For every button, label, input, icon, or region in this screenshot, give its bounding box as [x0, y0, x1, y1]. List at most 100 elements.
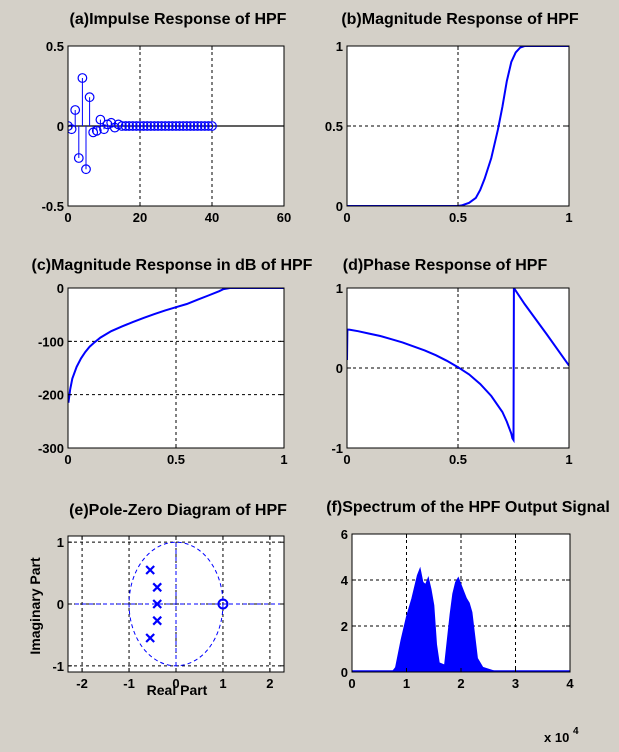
panel-f-ytick-label-1: 2 — [341, 619, 348, 634]
panel-a-stem-marker-18 — [127, 121, 138, 131]
panel-e-ytick-label-0: -1 — [52, 659, 64, 674]
panel-b-ytick-label-1: 0.5 — [325, 119, 343, 134]
panel-a-stem-marker-17 — [124, 121, 135, 131]
panel-f: (f)Spectrum of the HPF Output Signal x 1… — [326, 499, 610, 745]
panel-c-xtick-label-0: 0 — [64, 452, 71, 467]
panel-a-stem-marker-8 — [91, 125, 102, 136]
panel-f-exponent-base: x 10 — [544, 730, 569, 745]
panel-a-xtick-label-0: 0 — [64, 210, 71, 225]
panel-d-xtick-label-1: 0.5 — [449, 452, 467, 467]
panel-a-stem-marker-28 — [163, 121, 174, 131]
panel-f-title: (f)Spectrum of the HPF Output Signal — [326, 499, 610, 516]
panel-a-stem-marker-40 — [207, 121, 217, 131]
panel-c-ytick-label-2: -100 — [38, 334, 64, 349]
panel-a-stem-marker-3 — [73, 153, 84, 163]
panel-b-series-line — [347, 46, 569, 206]
panel-a-stem-marker-15 — [117, 121, 127, 131]
panel-c-ytick-label-1: -200 — [38, 388, 64, 403]
panel-a-stem-marker-20 — [135, 121, 145, 131]
panel-a-ytick-label-0: -0.5 — [42, 199, 64, 214]
panel-c-xtick-label-2: 1 — [280, 452, 287, 467]
panel-f-spectrum-area — [352, 566, 570, 672]
panel-a-stem-marker-1 — [68, 124, 77, 135]
panel-a-stem-marker-29 — [167, 121, 178, 131]
panel-f-exponent-label: x 10 4 — [544, 726, 579, 745]
panel-f-xtick-label-0: 0 — [348, 676, 355, 691]
panel-a: (a)Impulse Response of HPF 0 20 40 60-0.500… — [42, 11, 292, 225]
panel-e-plot — [68, 536, 284, 672]
panel-f-ytick-label-2: 4 — [341, 573, 349, 588]
panel-b-xtick-label-1: 0.5 — [449, 210, 467, 225]
panel-e-xtick-label-1: -1 — [123, 676, 135, 691]
panel-d: (d)Phase Response of HPF 0 0.5 1-101 — [331, 257, 572, 467]
panel-a-stem-marker-22 — [142, 121, 153, 131]
panel-d-ytick-label-2: 1 — [336, 281, 343, 296]
panel-a-stem-marker-21 — [138, 121, 149, 131]
panel-b-ytick-label-2: 1 — [336, 39, 343, 54]
panel-a-stem-marker-38 — [199, 121, 210, 131]
panel-a-stem-marker-25 — [153, 121, 163, 131]
panel-f-ytick-label-3: 6 — [341, 527, 348, 542]
panel-a-ytick-label-2: 0.5 — [46, 39, 64, 54]
panel-f-xtick-label-1: 1 — [403, 676, 410, 691]
panel-e-ytick-label-2: 1 — [57, 535, 64, 550]
panel-e-xtick-label-2: 0 — [172, 676, 179, 691]
panel-b-xtick-label-2: 1 — [565, 210, 572, 225]
panel-f-xtick-label-3: 3 — [512, 676, 519, 691]
panel-a-stem-marker-35 — [189, 121, 199, 131]
panel-a-stem-marker-2 — [70, 105, 81, 115]
panel-a-stem-marker-5 — [81, 164, 91, 175]
panel-d-series-line — [347, 288, 569, 444]
panel-a-xtick-label-1: 20 — [133, 210, 147, 225]
panel-c-series-line — [68, 288, 284, 403]
panel-a-stem-marker-19 — [131, 121, 142, 131]
panel-b-title: (b)Magnitude Response of HPF — [341, 11, 579, 28]
panel-e-zero-0 — [217, 598, 229, 610]
panel-f-xtick-label-4: 4 — [566, 676, 574, 691]
panel-c-title: (c)Magnitude Response in dB of HPF — [32, 257, 313, 274]
panel-b-plot — [347, 46, 569, 206]
panel-a-xtick-label-3: 60 — [277, 210, 291, 225]
panel-f-ytick-label-0: 0 — [341, 665, 348, 680]
panel-c-ytick-label-3: 0 — [57, 281, 64, 296]
panel-a-stem-marker-6 — [84, 92, 95, 103]
panel-e-pole-4 — [145, 633, 155, 643]
panel-e-pole-0 — [145, 565, 155, 575]
panel-a-stem-marker-24 — [149, 121, 160, 131]
panel-a-stem-marker-33 — [181, 121, 192, 131]
panel-f-xtick-label-2: 2 — [457, 676, 464, 691]
panel-e-pole-1 — [152, 582, 162, 593]
panel-d-title: (d)Phase Response of HPF — [343, 257, 548, 274]
panel-d-ytick-label-1: 0 — [336, 361, 343, 376]
panel-c-plot — [68, 288, 284, 403]
panel-a-title: (a)Impulse Response of HPF — [70, 11, 287, 28]
panel-e-xlabel: Real Part — [147, 682, 208, 698]
panel-d-xtick-label-0: 0 — [343, 452, 350, 467]
panel-a-stem-marker-9 — [95, 114, 106, 125]
panel-d-xtick-label-2: 1 — [565, 452, 572, 467]
panel-a-stem-marker-26 — [156, 121, 167, 131]
panel-a-stem-marker-13 — [109, 122, 120, 133]
panel-a-stem-marker-16 — [120, 121, 131, 131]
panel-e-xtick-label-3: 1 — [219, 676, 226, 691]
panel-b: (b)Magnitude Response of HPF 0 0.5 1 0 0.5 1 — [325, 11, 579, 225]
panel-e-xtick-label-0: -2 — [76, 676, 88, 691]
panel-d-plot — [347, 288, 569, 444]
panel-e-title: (e)Pole-Zero Diagram of HPF — [69, 502, 287, 519]
panel-e-pole-2 — [152, 599, 162, 609]
panel-e-ylabel: Imaginary Part — [27, 557, 43, 655]
panel-a-stem-marker-31 — [174, 121, 185, 131]
panel-a-stem-marker-37 — [196, 121, 207, 131]
panel-c-xtick-label-1: 0.5 — [167, 452, 185, 467]
panel-a-stem-marker-39 — [203, 121, 214, 131]
panel-f-exponent-power: 4 — [573, 726, 579, 737]
panel-a-stem-marker-36 — [192, 121, 203, 131]
panel-c: (c)Magnitude Response in dB of HPF 0 0.5 1… — [32, 257, 313, 467]
panel-e-ytick-label-1: 0 — [57, 597, 64, 612]
panel-a-ytick-label-1: 0 — [57, 119, 64, 134]
panel-e-pole-3 — [152, 615, 162, 626]
panel-a-xtick-label-2: 40 — [205, 210, 219, 225]
panel-e: (e)Pole-Zero Diagram of HPF Real Part Im… — [27, 502, 287, 698]
panel-e-xtick-label-4: 2 — [266, 676, 273, 691]
